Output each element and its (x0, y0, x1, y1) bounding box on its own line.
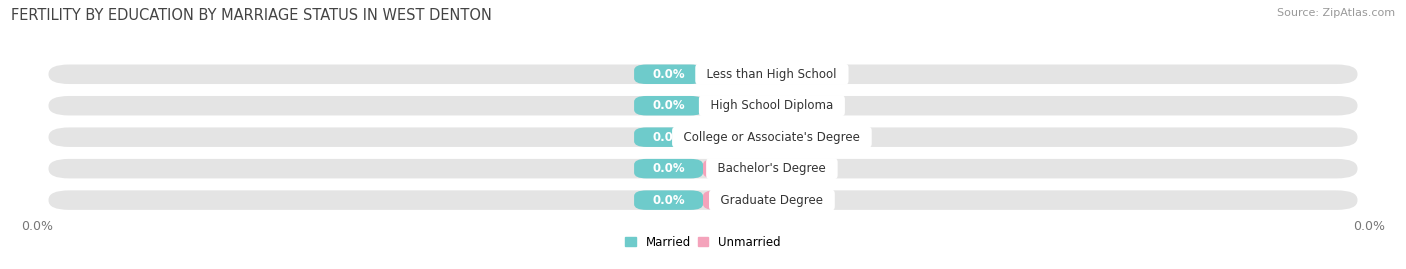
Text: FERTILITY BY EDUCATION BY MARRIAGE STATUS IN WEST DENTON: FERTILITY BY EDUCATION BY MARRIAGE STATU… (11, 8, 492, 23)
FancyBboxPatch shape (48, 96, 1358, 115)
Text: 0.0%: 0.0% (721, 131, 754, 144)
FancyBboxPatch shape (703, 128, 772, 147)
Text: 0.0%: 0.0% (721, 194, 754, 207)
FancyBboxPatch shape (48, 65, 1358, 84)
Text: 0.0%: 0.0% (721, 162, 754, 175)
Text: 0.0%: 0.0% (652, 162, 685, 175)
Text: Source: ZipAtlas.com: Source: ZipAtlas.com (1277, 8, 1395, 18)
FancyBboxPatch shape (703, 190, 772, 210)
Text: 0.0%: 0.0% (652, 131, 685, 144)
FancyBboxPatch shape (634, 190, 703, 210)
Text: High School Diploma: High School Diploma (703, 99, 841, 112)
FancyBboxPatch shape (634, 96, 703, 115)
FancyBboxPatch shape (634, 159, 703, 178)
Text: 0.0%: 0.0% (21, 220, 53, 233)
Text: College or Associate's Degree: College or Associate's Degree (676, 131, 868, 144)
Text: 0.0%: 0.0% (652, 99, 685, 112)
FancyBboxPatch shape (48, 190, 1358, 210)
FancyBboxPatch shape (634, 65, 703, 84)
FancyBboxPatch shape (703, 96, 772, 115)
FancyBboxPatch shape (634, 128, 703, 147)
FancyBboxPatch shape (703, 65, 772, 84)
FancyBboxPatch shape (703, 159, 772, 178)
FancyBboxPatch shape (48, 128, 1358, 147)
Text: 0.0%: 0.0% (652, 194, 685, 207)
Legend: Married, Unmarried: Married, Unmarried (623, 234, 783, 251)
Text: 0.0%: 0.0% (721, 68, 754, 81)
Text: 0.0%: 0.0% (652, 68, 685, 81)
FancyBboxPatch shape (48, 159, 1358, 178)
Text: 0.0%: 0.0% (1353, 220, 1385, 233)
Text: Less than High School: Less than High School (699, 68, 845, 81)
Text: Graduate Degree: Graduate Degree (713, 194, 831, 207)
Text: Bachelor's Degree: Bachelor's Degree (710, 162, 834, 175)
Text: 0.0%: 0.0% (721, 99, 754, 112)
